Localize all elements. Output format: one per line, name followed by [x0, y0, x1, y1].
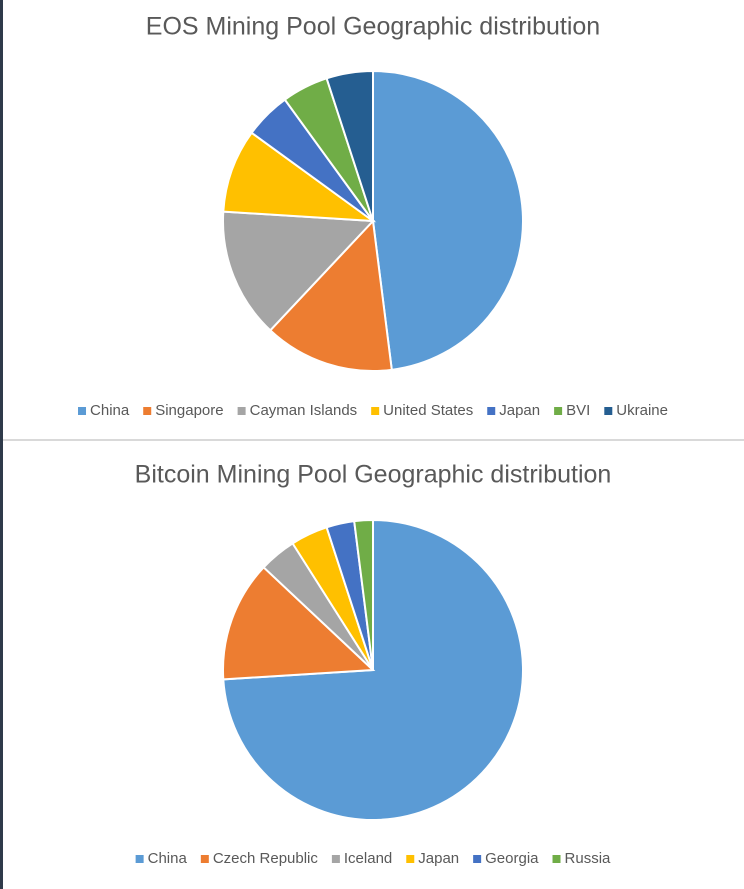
legend-swatch	[200, 855, 209, 863]
legend-swatch	[371, 407, 380, 415]
legend-swatch	[604, 407, 613, 415]
legend-swatch	[552, 855, 561, 863]
legend-label: Cayman Islands	[250, 402, 358, 419]
legend-label: United States	[383, 402, 473, 419]
legend-label: Singapore	[155, 402, 223, 419]
legend-swatch	[78, 407, 87, 415]
legend-label: Japan	[499, 402, 540, 419]
legend-swatch	[331, 855, 340, 863]
legend-label: Iceland	[344, 850, 392, 867]
legend-swatch	[406, 855, 415, 863]
legend-swatch	[554, 407, 563, 415]
legend-label: Russia	[565, 850, 612, 867]
pie-slice	[372, 69, 524, 371]
legend-label: China	[148, 850, 188, 867]
legend-swatch	[143, 407, 152, 415]
legend-swatch	[487, 407, 496, 415]
pie-slice	[325, 69, 374, 222]
left-border	[0, 0, 3, 889]
legend-label: Czech Republic	[213, 850, 319, 867]
legend-label: China	[90, 402, 130, 419]
pie-slice	[353, 518, 374, 671]
chart-title: Bitcoin Mining Pool Geographic distribut…	[135, 461, 612, 489]
legend-label: Ukraine	[616, 402, 668, 419]
pie-slice	[222, 565, 376, 681]
legend-label: Georgia	[485, 850, 539, 867]
legend-label: Japan	[418, 850, 459, 867]
legend-swatch	[135, 855, 144, 863]
chart-title: EOS Mining Pool Geographic distribution	[146, 13, 600, 41]
pie-slice	[222, 131, 377, 223]
pie-slice	[268, 218, 393, 372]
pie-slice	[222, 210, 376, 332]
legend-swatch	[237, 407, 246, 415]
legend-swatch	[473, 855, 482, 863]
legend-label: BVI	[566, 402, 590, 419]
separator	[3, 439, 744, 441]
